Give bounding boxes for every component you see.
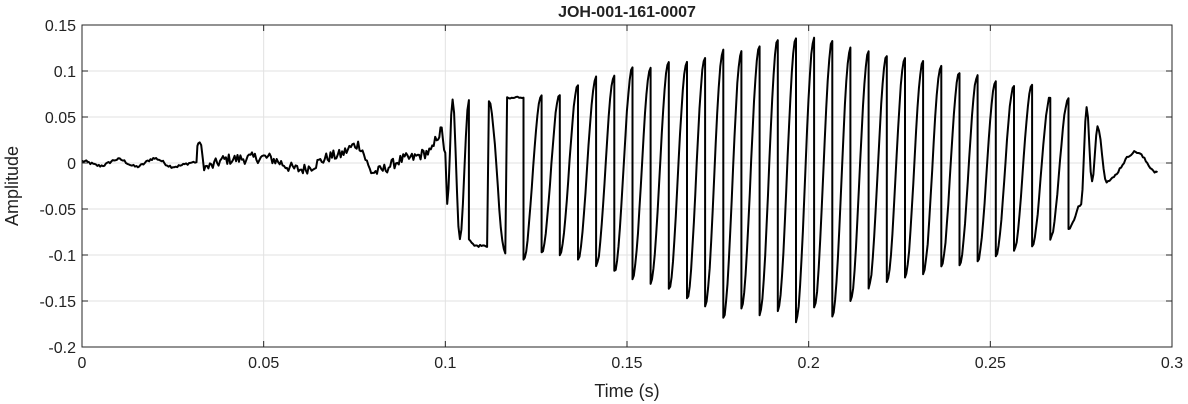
x-tick-label: 0.3 [1161, 355, 1183, 372]
y-tick-label: 0.15 [45, 18, 76, 35]
x-tick-label: 0 [78, 355, 87, 372]
x-tick-label: 0.2 [798, 355, 820, 372]
x-tick-label: 0.05 [248, 355, 279, 372]
axis-ticks: 0 0.05 0.1 0.15 0.2 0.25 0.3 0.15 0.1 0.05 0 -0.05 -… [40, 18, 1184, 372]
y-tick-label: -0.2 [48, 340, 76, 357]
y-tick-label: -0.1 [48, 248, 76, 265]
x-tick-label: 0.1 [434, 355, 456, 372]
x-axis-label: Time (s) [594, 381, 659, 401]
y-axis-label: Amplitude [2, 146, 22, 226]
y-tick-label: 0.1 [54, 64, 76, 81]
chart-title: JOH-001-161-0007 [558, 4, 696, 21]
signal-layer [81, 36, 1158, 324]
y-tick-label: 0 [67, 156, 76, 173]
y-tick-label: -0.05 [40, 202, 77, 219]
y-tick-label: 0.05 [45, 110, 76, 127]
x-tick-label: 0.25 [975, 355, 1006, 372]
x-tick-label: 0.15 [611, 355, 642, 372]
signal-line [81, 36, 1158, 324]
y-tick-label: -0.15 [40, 294, 77, 311]
